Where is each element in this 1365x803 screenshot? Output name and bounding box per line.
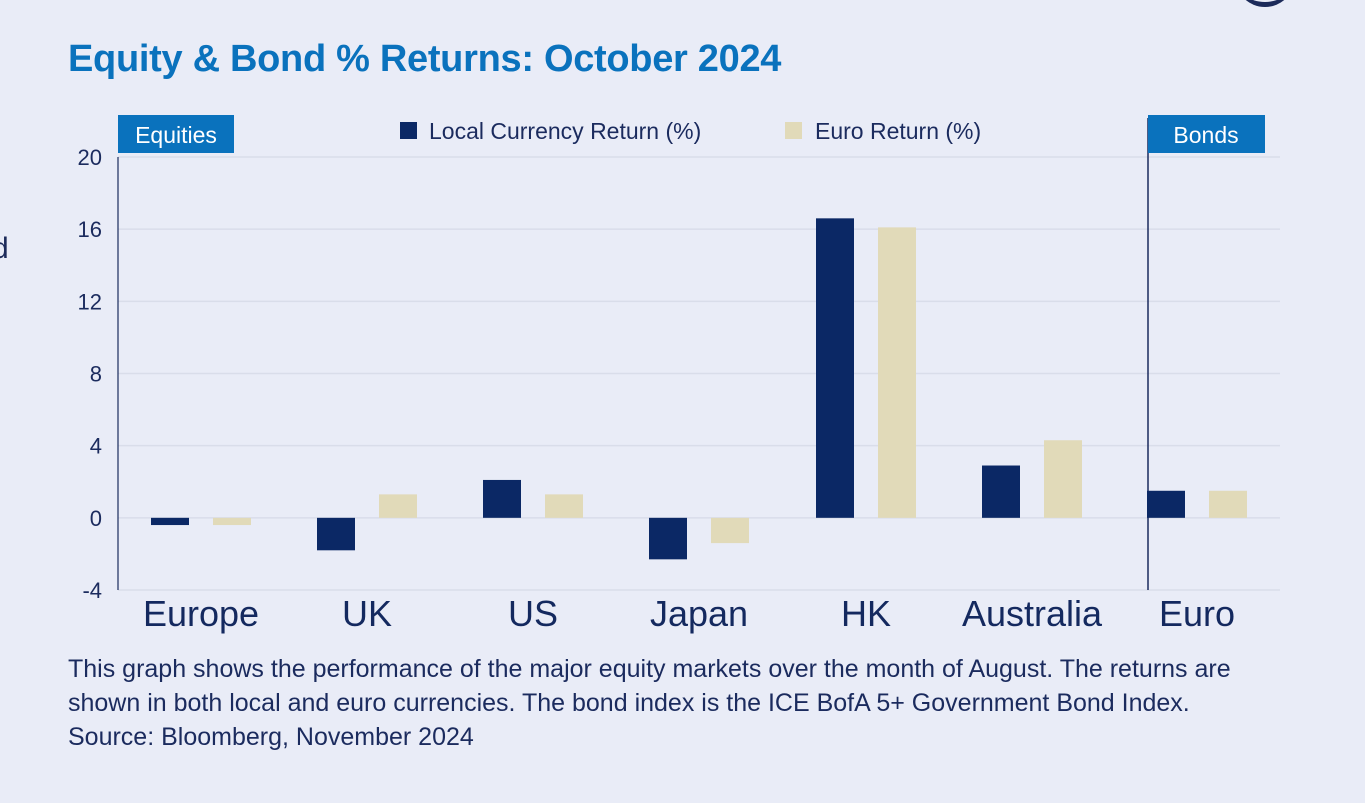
bar-euro-euro [1209, 490, 1247, 518]
gridlines [118, 156, 1280, 591]
legend-swatch-local [400, 122, 417, 139]
bar-japan-local [649, 517, 687, 560]
bar-hk-local [816, 218, 854, 518]
bar-australia-euro [1044, 440, 1082, 518]
y-tick-label: 16 [78, 217, 102, 242]
bar-australia-local [982, 465, 1020, 518]
category-label: US [508, 593, 558, 634]
group-label-bonds: Bonds [1148, 115, 1265, 153]
legend-label-local: Local Currency Return (%) [429, 118, 701, 144]
category-label: Australia [962, 593, 1103, 634]
category-label: UK [342, 593, 392, 634]
bars [151, 218, 1247, 560]
bar-europe-euro [213, 517, 251, 526]
bar-euro-local [1147, 490, 1185, 518]
y-tick-label: -4 [82, 578, 102, 603]
y-tick-label: 8 [90, 362, 102, 387]
category-label: Japan [650, 593, 748, 634]
bar-us-euro [545, 494, 583, 518]
legend-label-euro: Euro Return (%) [815, 118, 981, 144]
cropped-edge-text: d [0, 232, 9, 265]
category-labels: Europe UK US Japan HK Australia Euro [143, 593, 1235, 634]
y-tick-label: 4 [90, 434, 102, 459]
y-tick-label: 0 [90, 506, 102, 531]
category-label: HK [841, 593, 891, 634]
chart-caption: This graph shows the performance of the … [68, 655, 1231, 751]
bar-us-local [483, 479, 521, 518]
category-label: Europe [143, 593, 259, 634]
equities-tag-label: Equities [135, 122, 217, 148]
chart-title: Equity & Bond % Returns: October 2024 [68, 38, 782, 80]
bonds-tag-label: Bonds [1173, 122, 1238, 148]
group-label-equities: Equities [118, 115, 234, 153]
bar-uk-local [317, 517, 355, 551]
bar-hk-euro [878, 227, 916, 518]
legend: Local Currency Return (%) Euro Return (%… [400, 118, 981, 144]
equities-tag-background [118, 115, 234, 153]
bar-japan-euro [711, 517, 749, 544]
y-tick-label: 20 [78, 145, 102, 170]
y-axis-ticks: 20 16 12 8 4 0 -4 [78, 145, 102, 603]
bonds-tag-background [1148, 115, 1265, 153]
legend-swatch-euro [785, 122, 802, 139]
bar-uk-euro [379, 494, 417, 518]
category-label: Euro [1159, 593, 1235, 634]
y-tick-label: 12 [78, 289, 102, 314]
bar-europe-local [151, 517, 189, 526]
cropped-logo-mark [1235, 0, 1295, 7]
